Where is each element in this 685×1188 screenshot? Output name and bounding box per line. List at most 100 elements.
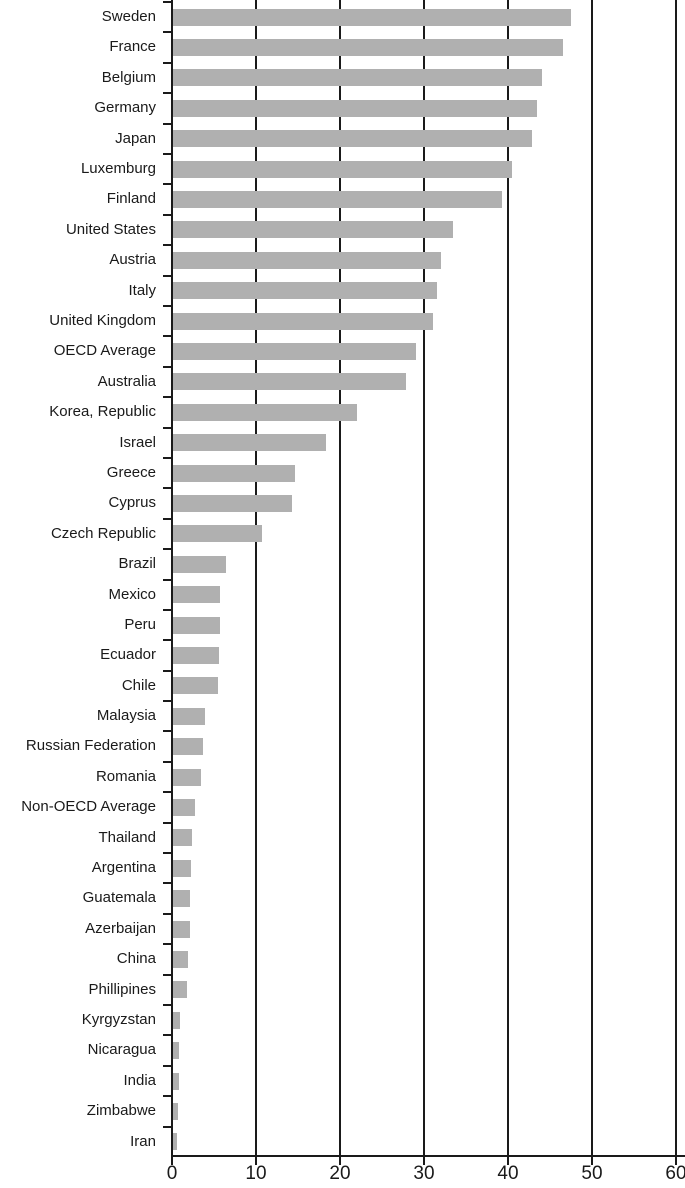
category-label: Australia [97, 372, 156, 390]
bar [173, 525, 262, 543]
category-label: Israel [119, 433, 156, 451]
x-axis-tick [339, 1156, 341, 1165]
y-axis-tick [163, 943, 172, 946]
x-axis [171, 1155, 685, 1157]
bar [173, 859, 192, 877]
y-axis-tick [163, 1095, 172, 1098]
bar [173, 1133, 178, 1151]
bar [173, 890, 191, 908]
category-label: Finland [106, 190, 156, 208]
bar [173, 160, 513, 178]
x-tick-label: 30 [413, 1163, 435, 1184]
x-axis-tick [255, 1156, 257, 1165]
bar [173, 950, 188, 968]
y-axis-tick [163, 730, 172, 733]
y-axis-tick [163, 1004, 172, 1007]
category-label: Kyrgyzstan [81, 1011, 156, 1029]
bar [173, 738, 204, 756]
y-axis-tick [163, 426, 172, 429]
bar [173, 646, 220, 664]
bar [173, 282, 438, 300]
x-axis-tick [423, 1156, 425, 1165]
bar [173, 434, 326, 452]
category-label: Belgium [101, 68, 156, 86]
category-label: Nicaragua [87, 1041, 156, 1059]
y-axis-tick [163, 183, 172, 186]
bar [173, 768, 201, 786]
category-label: Zimbabwe [86, 1102, 156, 1120]
y-axis-tick [163, 517, 172, 520]
x-axis-tick [591, 1156, 593, 1165]
bar [173, 981, 188, 999]
y-axis-tick [163, 487, 172, 490]
bar [173, 1072, 179, 1090]
bar [173, 373, 407, 391]
gridline-x-60 [675, 0, 677, 1155]
category-label: Italy [128, 281, 156, 299]
y-axis-tick [163, 122, 172, 125]
bar [173, 677, 219, 695]
bar [173, 1011, 180, 1029]
bar [173, 616, 220, 634]
y-axis-tick [163, 548, 172, 551]
category-label: Argentina [91, 859, 156, 877]
y-axis-tick [163, 1064, 172, 1067]
category-label: OECD Average [53, 342, 156, 360]
y-axis-tick [163, 31, 172, 34]
category-label: Japan [115, 129, 156, 147]
bar [173, 191, 503, 209]
bar [173, 130, 532, 148]
x-tick-label: 0 [166, 1163, 178, 1184]
bar [173, 464, 295, 482]
bar [173, 920, 190, 938]
gridline-x-10 [255, 0, 257, 1155]
category-label: Cyprus [108, 494, 156, 512]
category-label: Korea, Republic [49, 403, 156, 421]
y-axis-tick [163, 791, 172, 794]
category-label: Peru [124, 615, 156, 633]
gridline-x-20 [339, 0, 341, 1155]
category-label: United States [65, 220, 156, 238]
category-label: Non-OECD Average [21, 798, 156, 816]
gridline-x-40 [507, 0, 509, 1155]
y-axis-tick [163, 852, 172, 855]
x-tick-label: 40 [497, 1163, 519, 1184]
y-axis-tick [163, 760, 172, 763]
category-label: Phillipines [88, 980, 156, 998]
bar [173, 1102, 179, 1120]
y-axis-tick [163, 335, 172, 338]
category-label: Austria [109, 251, 156, 269]
y-axis-tick [163, 1125, 172, 1128]
bar [173, 798, 195, 816]
bar [173, 495, 293, 512]
bar [173, 221, 453, 239]
x-axis-tick [507, 1156, 509, 1165]
category-label: Mexico [108, 585, 156, 603]
category-label: Thailand [98, 828, 156, 846]
category-label: Russian Federation [25, 737, 156, 755]
x-tick-label: 50 [581, 1163, 603, 1184]
y-axis-tick [163, 1, 172, 3]
category-label: Iran [130, 1132, 156, 1150]
category-label: China [116, 950, 156, 968]
category-label: Malaysia [96, 707, 156, 725]
category-label: Sweden [101, 8, 156, 25]
category-label: Guatemala [82, 889, 156, 907]
category-label: Chile [121, 676, 156, 694]
bar [173, 69, 542, 87]
x-axis-tick [675, 1156, 677, 1165]
y-axis-tick [163, 669, 172, 672]
bar [173, 707, 205, 725]
bar [173, 555, 226, 573]
bar [173, 1042, 180, 1060]
y-axis-tick [163, 152, 172, 155]
category-label: France [109, 38, 156, 56]
category-label: United Kingdom [49, 311, 156, 329]
y-axis-tick [163, 213, 172, 216]
category-label: Czech Republic [50, 524, 156, 542]
y-axis-tick [163, 639, 172, 642]
y-axis-tick [163, 396, 172, 399]
bar [173, 251, 441, 269]
category-label: Azerbaijan [85, 919, 156, 937]
